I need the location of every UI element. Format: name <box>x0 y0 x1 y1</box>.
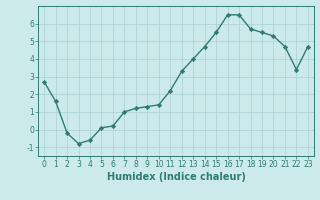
X-axis label: Humidex (Indice chaleur): Humidex (Indice chaleur) <box>107 172 245 182</box>
